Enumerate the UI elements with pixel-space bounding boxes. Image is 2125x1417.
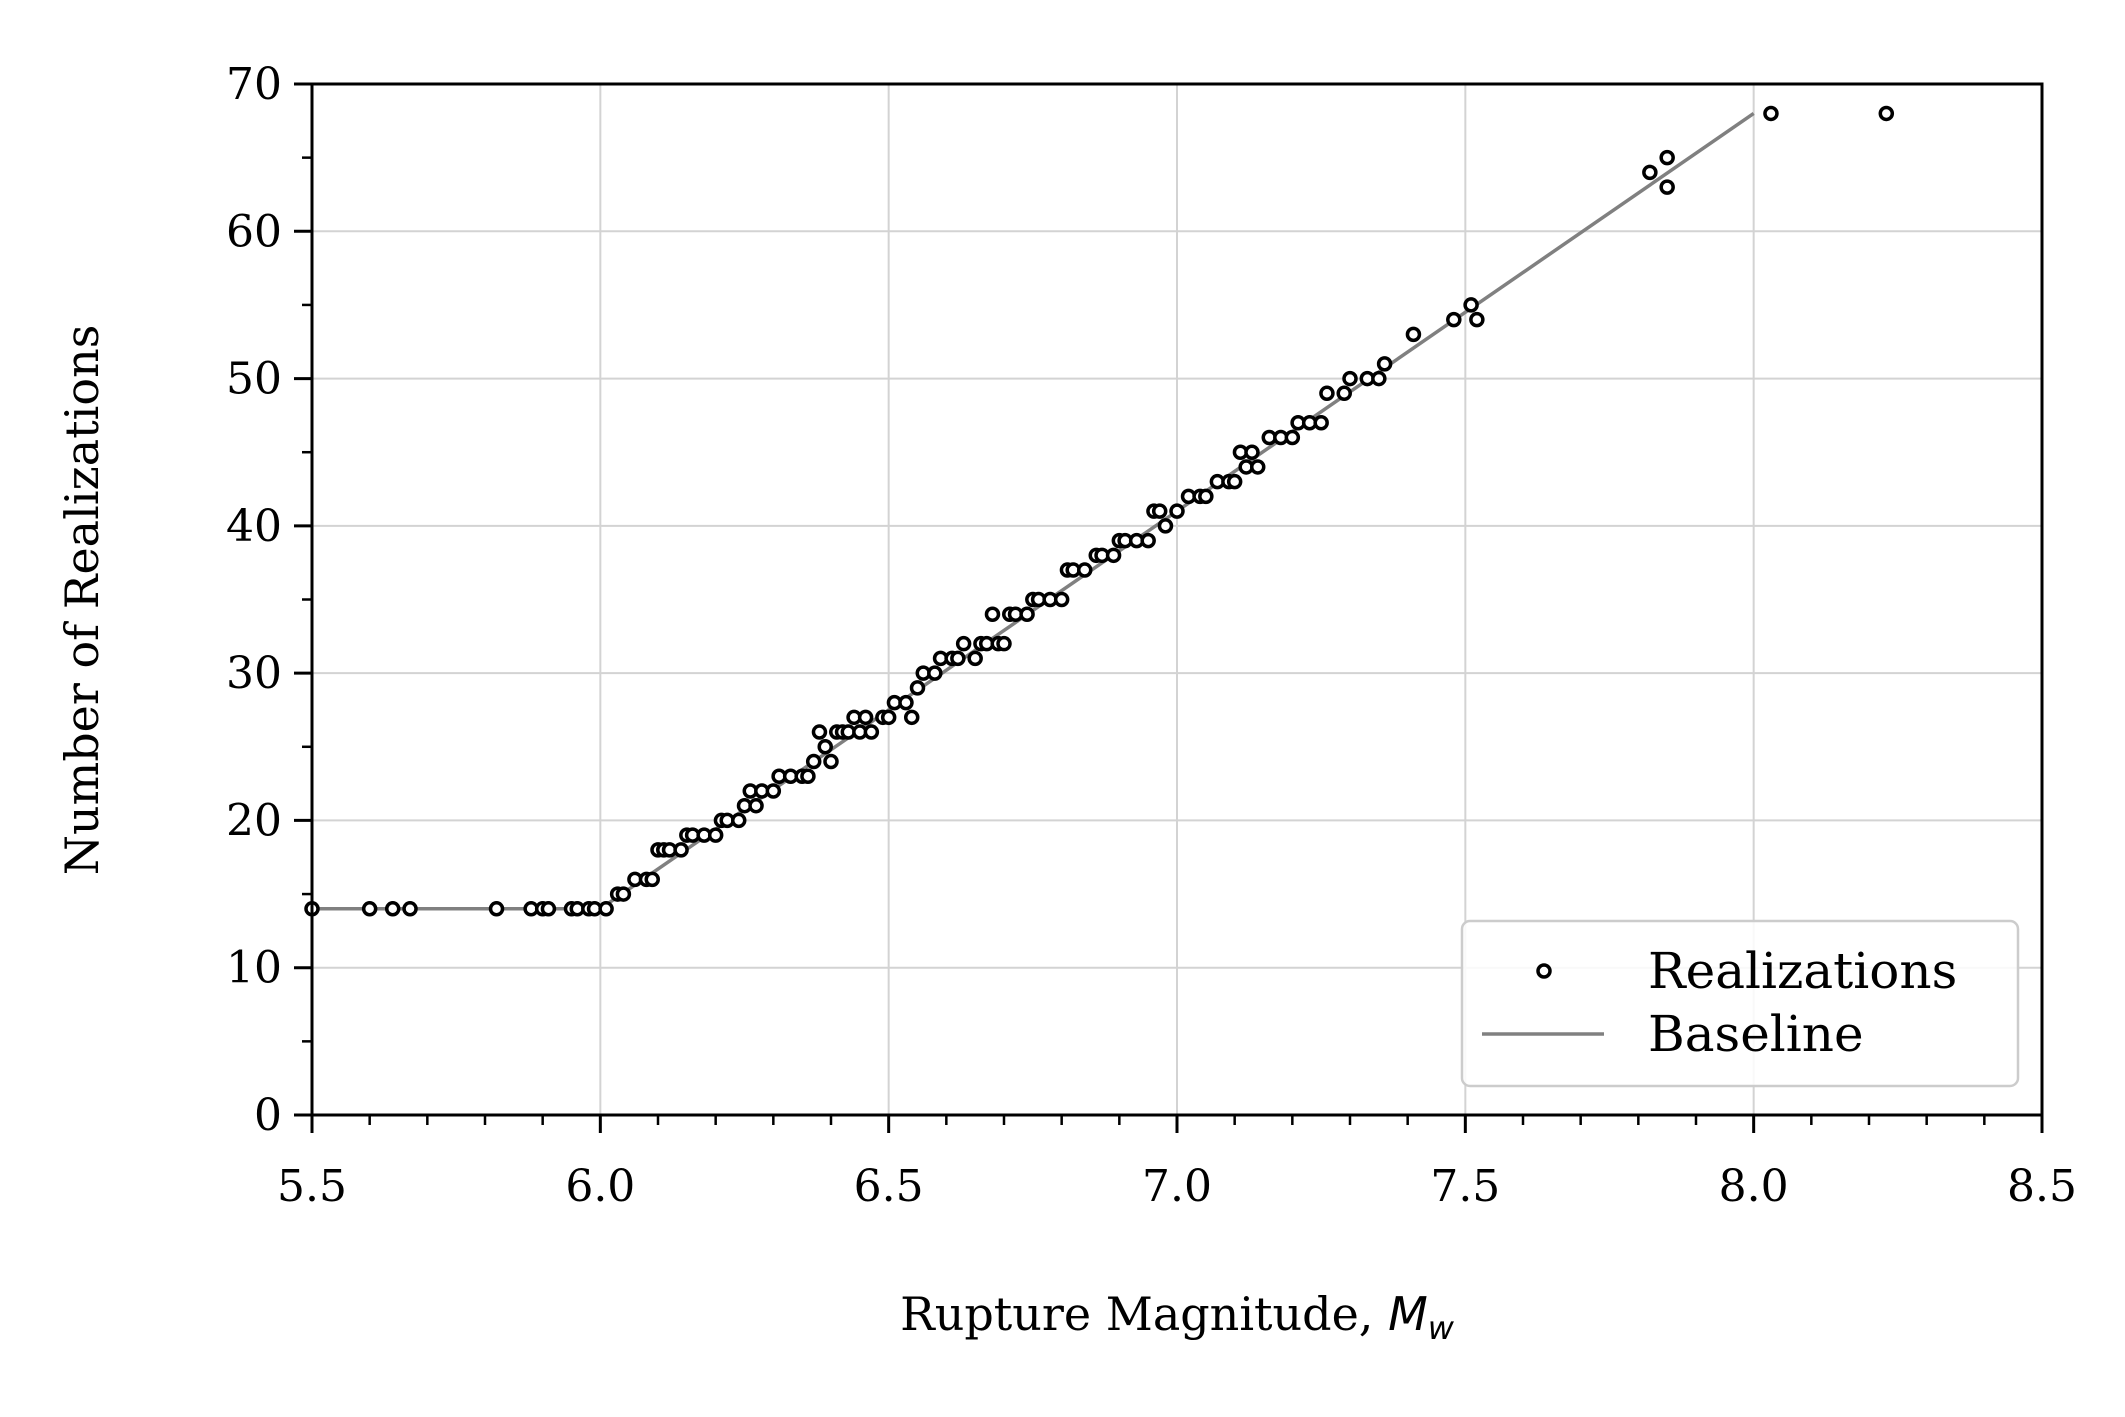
realization-point bbox=[1659, 179, 1675, 195]
realization-point bbox=[1405, 326, 1422, 343]
y-axis-label: Number of Realizations bbox=[55, 325, 109, 876]
realization-point bbox=[811, 724, 828, 740]
realization-point bbox=[805, 753, 822, 770]
realization-point bbox=[1642, 164, 1658, 181]
realization-point bbox=[1469, 311, 1485, 328]
realization-point bbox=[903, 709, 920, 726]
realization-point bbox=[1319, 385, 1335, 402]
baseline-layer bbox=[312, 112, 1755, 911]
realization-point bbox=[1313, 415, 1329, 431]
y-tick-label: 40 bbox=[226, 501, 282, 552]
x-tick-label: 8.0 bbox=[1719, 1161, 1789, 1212]
legend-marker-realizations bbox=[1536, 963, 1552, 979]
realization-point bbox=[1342, 370, 1358, 387]
axis-ticks bbox=[294, 82, 2044, 1133]
realization-point bbox=[615, 886, 632, 902]
realization-point bbox=[817, 739, 833, 755]
realization-point bbox=[863, 724, 880, 740]
realization-point bbox=[644, 871, 660, 888]
y-tick-labels: 0 10 20 30 40 50 60 70 bbox=[226, 59, 282, 1141]
x-tick-label: 7.0 bbox=[1142, 1161, 1212, 1212]
y-tick-label: 70 bbox=[226, 59, 282, 110]
realization-point bbox=[384, 901, 401, 917]
realization-point bbox=[857, 709, 874, 726]
realization-point bbox=[730, 812, 747, 829]
realization-point bbox=[1157, 518, 1174, 534]
realization-point bbox=[1019, 606, 1035, 622]
realization-point bbox=[1198, 488, 1214, 505]
realization-point bbox=[1244, 444, 1260, 460]
x-tick-label: 6.0 bbox=[565, 1161, 635, 1212]
realization-point bbox=[823, 753, 839, 770]
realization-point bbox=[927, 665, 943, 681]
grid bbox=[311, 83, 2043, 1116]
x-tick-label: 8.5 bbox=[2007, 1161, 2077, 1212]
realization-point bbox=[765, 783, 782, 799]
x-axis-label: Rupture Magnitude, Mw bbox=[900, 1287, 1455, 1347]
baseline-line bbox=[312, 112, 1755, 911]
realization-point bbox=[1053, 591, 1070, 608]
realization-point bbox=[488, 901, 505, 917]
legend-label-realizations: Realizations bbox=[1648, 942, 1957, 1000]
realization-point bbox=[1249, 459, 1266, 475]
realization-point bbox=[748, 797, 764, 814]
realization-point bbox=[1151, 503, 1168, 519]
realization-point bbox=[1878, 105, 1895, 122]
realization-point bbox=[800, 768, 816, 784]
x-tick-label: 6.5 bbox=[854, 1161, 924, 1212]
realization-point bbox=[707, 827, 724, 843]
realization-point bbox=[1076, 562, 1093, 578]
realization-point bbox=[1659, 149, 1675, 166]
realization-point bbox=[880, 709, 897, 726]
realization-point bbox=[1446, 311, 1462, 328]
legend: Realizations Baseline bbox=[1460, 919, 2020, 1088]
legend-box bbox=[1460, 919, 2020, 1088]
realization-point bbox=[1105, 547, 1122, 564]
realization-point bbox=[1336, 385, 1352, 402]
realization-point bbox=[1226, 473, 1243, 490]
y-tick-label: 50 bbox=[226, 354, 282, 405]
realization-point bbox=[950, 650, 966, 667]
realization-point bbox=[1140, 532, 1156, 549]
realization-point bbox=[909, 680, 926, 696]
realization-point bbox=[984, 606, 1001, 622]
realization-point bbox=[361, 901, 378, 917]
x-tick-label: 5.5 bbox=[277, 1161, 347, 1212]
scatter-points bbox=[304, 105, 1895, 917]
y-tick-label: 60 bbox=[226, 206, 282, 257]
realization-point bbox=[898, 694, 914, 711]
realization-point bbox=[1169, 503, 1185, 519]
realization-point bbox=[540, 901, 557, 917]
legend-label-baseline: Baseline bbox=[1648, 1005, 1864, 1063]
realization-point bbox=[996, 635, 1012, 652]
realization-point bbox=[1371, 370, 1387, 387]
realization-point bbox=[1376, 356, 1393, 372]
realization-point bbox=[967, 650, 983, 667]
realization-point bbox=[1463, 297, 1479, 313]
realization-point bbox=[955, 635, 972, 652]
x-tick-label: 7.5 bbox=[1430, 1161, 1500, 1212]
x-tick-labels: 5.5 6.0 6.5 7.0 7.5 8.0 8.5 bbox=[277, 1161, 2077, 1212]
y-tick-label: 20 bbox=[226, 795, 282, 846]
y-tick-label: 30 bbox=[226, 648, 282, 699]
y-tick-label: 10 bbox=[226, 943, 282, 994]
y-tick-label: 0 bbox=[254, 1090, 282, 1141]
realization-point bbox=[1284, 429, 1301, 446]
realization-point bbox=[673, 842, 689, 858]
realization-point bbox=[1763, 105, 1779, 122]
realization-point bbox=[402, 901, 418, 917]
realization-point bbox=[598, 901, 614, 917]
